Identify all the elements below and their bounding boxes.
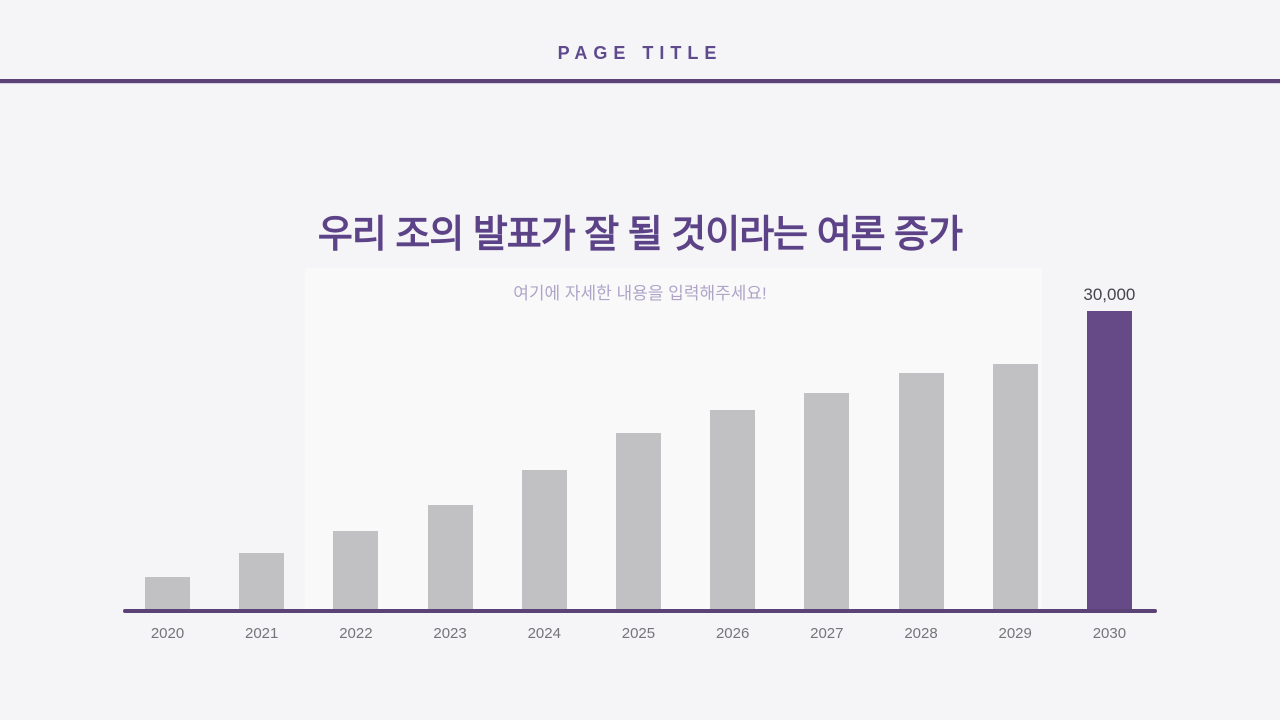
bar-chart-plot: 2020 2021 2022 2023 2024 2025 2026 2027 2028 2029… <box>123 285 1157 642</box>
x-tick-label: 2025 <box>621 625 656 642</box>
x-tick-label: 2028 <box>904 625 938 642</box>
x-tick-label: 2029 <box>998 625 1032 642</box>
x-tick-label: 2020 <box>150 625 185 642</box>
bar-2020: 2020 <box>145 577 190 642</box>
slide-title: 우리 조의 발표가 잘 될 것이라는 여론 증가 <box>317 214 963 256</box>
x-tick-label: 2021 <box>245 625 279 642</box>
x-tick-label: 2023 <box>433 625 467 642</box>
bar-2027: 2027 <box>804 393 850 642</box>
x-tick-label: 2024 <box>527 625 561 642</box>
bar-2028: 2028 <box>898 372 944 642</box>
x-axis-line <box>123 609 1157 613</box>
x-tick-label: 2030 <box>1092 625 1127 642</box>
x-tick-label: 2027 <box>810 625 844 642</box>
bar-2029: 2029 <box>992 363 1038 642</box>
bar-2023: 2023 <box>427 504 473 642</box>
x-tick-label: 2026 <box>715 625 750 642</box>
bar-2026: 2026 <box>710 410 756 642</box>
bar-2024: 2024 <box>521 469 567 642</box>
bar-2021: 2021 <box>239 553 285 642</box>
bar-2025: 2025 <box>615 433 661 642</box>
bar-2022: 2022 <box>333 530 379 642</box>
x-tick-label: 2022 <box>339 625 373 642</box>
page-title: PAGE TITLE <box>557 43 723 63</box>
bar-2030: 30,000 2030 <box>1083 285 1135 642</box>
header-divider <box>0 79 1280 84</box>
bar-value-label: 30,000 <box>1083 285 1136 304</box>
slide-subtitle: 여기에 자세한 내용을 입력해주세요! <box>513 284 767 303</box>
